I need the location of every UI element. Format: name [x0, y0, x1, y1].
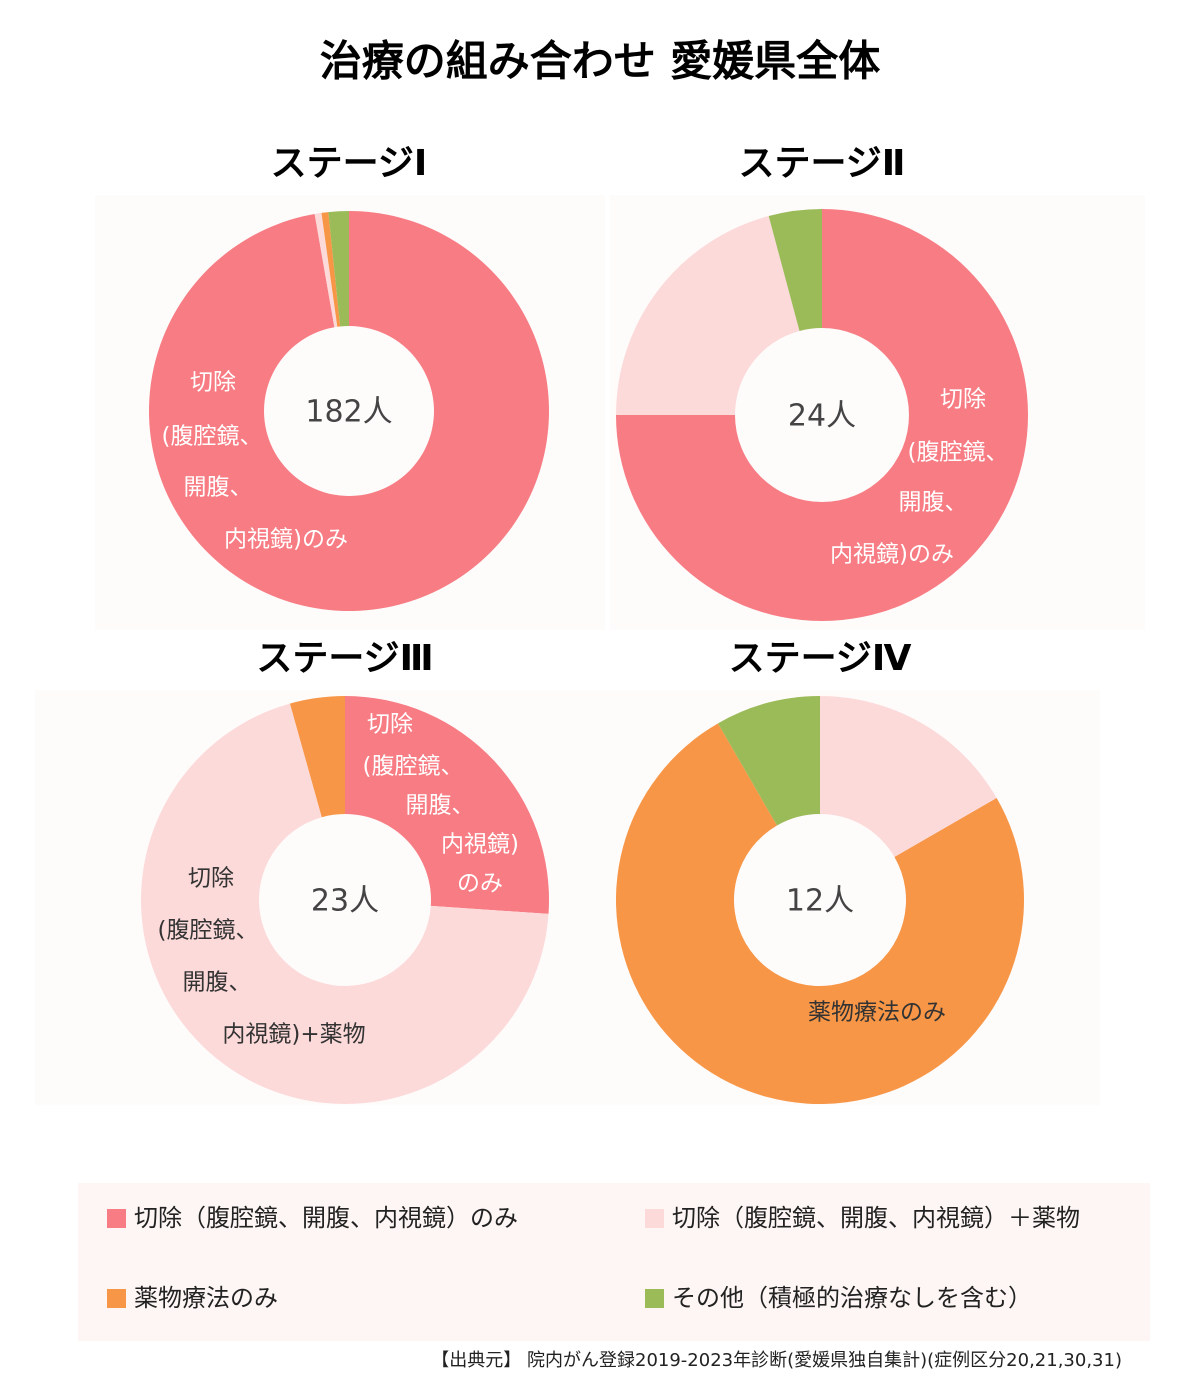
slice-label: 切除: [188, 866, 234, 892]
slice-label: 切除: [190, 370, 236, 396]
center-label: 24人: [788, 399, 856, 434]
chart-title: ステージⅠ: [271, 143, 428, 184]
legend-label: その他（積極的治療なしを含む）: [672, 1284, 1032, 1312]
chart-title: ステージⅡ: [739, 143, 906, 184]
slice-label: 薬物療法のみ: [808, 1000, 946, 1026]
donut-slice: [321, 212, 341, 327]
slice-label: 開腹、: [183, 970, 252, 996]
slice-label: 切除: [367, 712, 413, 738]
slice-label: (腹腔鏡、: [908, 440, 1009, 466]
source: 【出典元】 院内がん登録2019-2023年診断(愛媛県独自集計)(症例区分20…: [431, 1350, 1122, 1371]
legend-label: 切除（腹腔鏡、開腹、内視鏡）のみ: [134, 1204, 518, 1232]
chart-title: ステージⅣ: [729, 638, 912, 679]
donut-slice: [768, 209, 822, 331]
slice-label: 内視鏡)+薬物: [222, 1022, 365, 1048]
slice-label: 開腹、: [406, 793, 475, 819]
legend-box: [78, 1183, 1150, 1341]
slice-label: 内視鏡): [441, 832, 519, 858]
donut-slice: [616, 723, 1024, 1104]
donut-slice: [328, 211, 349, 327]
chart-title: ステージⅢ: [256, 638, 433, 679]
slice-label: のみ: [457, 871, 503, 897]
donut-slice: [314, 212, 338, 328]
donut-slice: [289, 696, 345, 818]
slice-label: (腹腔鏡、: [158, 918, 259, 944]
center-label: 23人: [311, 884, 379, 919]
slice-label: 内視鏡)のみ: [830, 542, 954, 568]
donut-slice: [616, 209, 1028, 621]
slice-label: (腹腔鏡、: [363, 754, 464, 780]
slice-label: 開腹、: [899, 490, 968, 516]
donut-slice: [345, 696, 549, 914]
donut-slice: [148, 211, 550, 611]
slice-label: 切除: [940, 387, 986, 413]
center-label: 12人: [786, 884, 854, 919]
page-title: 治療の組み合わせ 愛媛県全体: [320, 37, 881, 86]
legend-label: 切除（腹腔鏡、開腹、内視鏡）＋薬物: [672, 1204, 1080, 1232]
donut-slice: [820, 696, 997, 857]
slice-label: 開腹、: [184, 475, 253, 501]
legend-swatch: [645, 1209, 664, 1228]
legend-swatch: [107, 1289, 126, 1308]
slice-label: 内視鏡)のみ: [224, 527, 348, 553]
donut-slice: [616, 216, 800, 415]
donut-slice: [718, 696, 820, 826]
legend-swatch: [107, 1209, 126, 1228]
legend-label: 薬物療法のみ: [134, 1284, 278, 1312]
legend-swatch: [645, 1289, 664, 1308]
donut-slice: [140, 703, 549, 1105]
center-label: 182人: [305, 395, 392, 430]
slice-label: (腹腔鏡、: [162, 424, 263, 450]
